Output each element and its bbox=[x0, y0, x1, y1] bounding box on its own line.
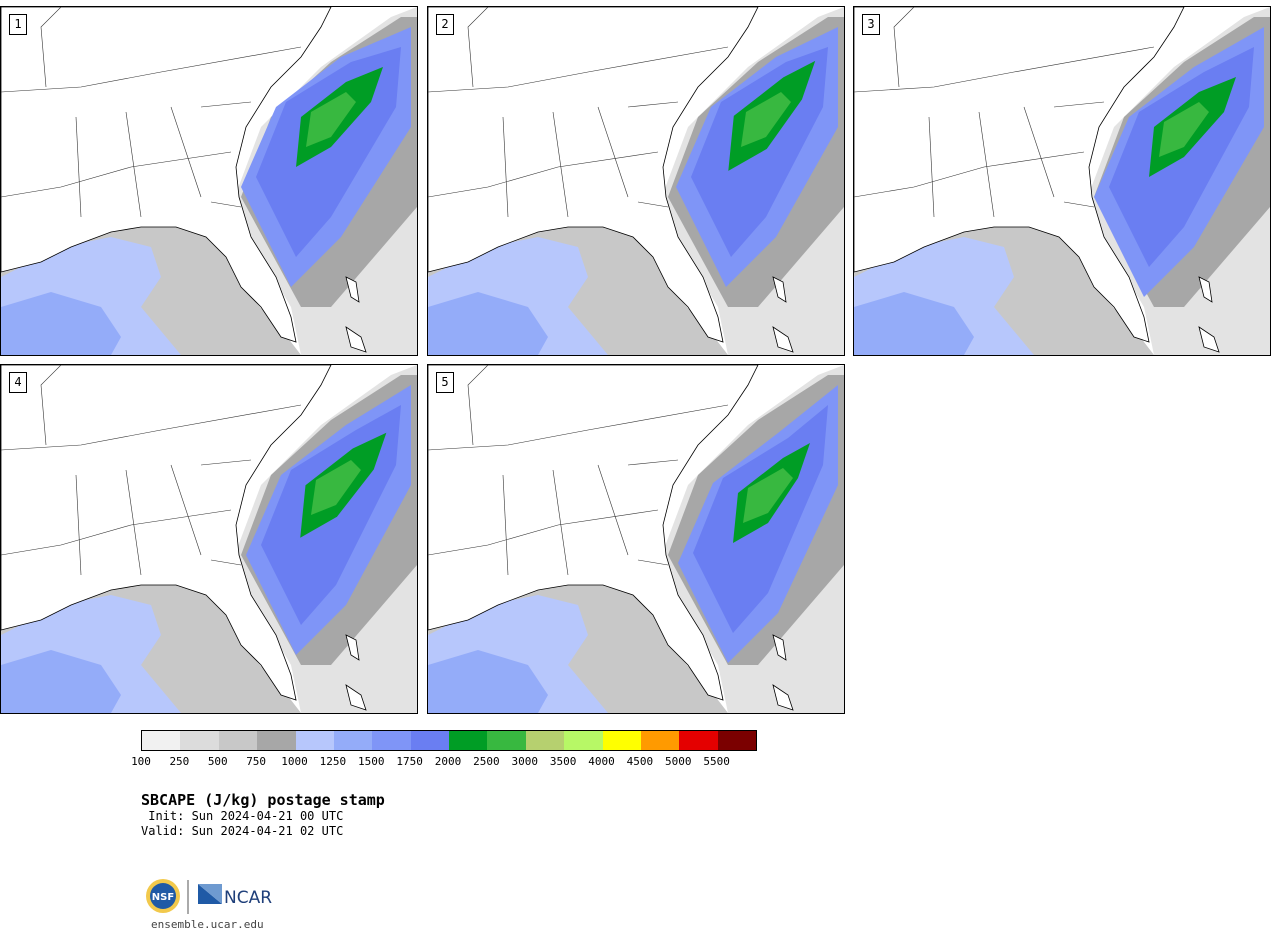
colorbar-tick-label: 100 bbox=[131, 755, 151, 768]
ensemble-member-panel-1: 1 bbox=[0, 6, 418, 356]
svg-text:NCAR: NCAR bbox=[224, 888, 272, 908]
svg-text:NSF: NSF bbox=[152, 892, 174, 903]
colorbar-tick-label: 1500 bbox=[358, 755, 385, 768]
colorbar-tick-label: 4000 bbox=[588, 755, 615, 768]
colorbar-swatch bbox=[333, 731, 373, 750]
colorbar-tick-label: 1250 bbox=[319, 755, 347, 768]
ensemble-member-panel-4: 4 bbox=[0, 364, 418, 714]
sponsor-logos: NSF NCAR bbox=[144, 876, 274, 918]
colorbar-swatch bbox=[679, 731, 718, 750]
colorbar-tick-label: 5000 bbox=[665, 755, 692, 768]
colorbar-tick-label: 2500 bbox=[473, 755, 500, 768]
ensemble-member-panel-5: 5 bbox=[427, 364, 845, 714]
nsf-logo-icon: NSF bbox=[146, 879, 180, 913]
colorbar-tick-label: 1750 bbox=[396, 755, 423, 768]
colorbar-tick-labels: 100 250 500 750 1000 1250 1500 1750 2000 2500 3000… bbox=[131, 755, 781, 769]
ensemble-member-panel-2: 2 bbox=[427, 6, 845, 356]
colorbar-tick-label: 3500 bbox=[549, 755, 577, 768]
colorbar-tick-label: 3000 bbox=[511, 755, 539, 768]
colorbar-swatch bbox=[525, 731, 565, 750]
ncar-logo-icon: NCAR bbox=[198, 884, 272, 908]
colorbar-tick-label: 2000 bbox=[434, 755, 462, 768]
site-url: ensemble.ucar.edu bbox=[151, 918, 264, 931]
cape-map bbox=[1, 365, 417, 713]
colorbar-swatch bbox=[410, 731, 449, 750]
colorbar-swatch bbox=[142, 731, 181, 750]
colorbar-swatch bbox=[180, 731, 219, 750]
colorbar-tick-label: 500 bbox=[207, 755, 228, 768]
cape-map bbox=[428, 7, 844, 355]
colorbar-tick-label: 4500 bbox=[626, 755, 654, 768]
colorbar-swatch bbox=[449, 731, 488, 750]
colorbar-swatch bbox=[295, 731, 334, 750]
cape-map bbox=[1, 7, 417, 355]
member-number-label: 4 bbox=[9, 372, 27, 393]
member-number-label: 1 bbox=[9, 14, 27, 35]
colorbar-swatch bbox=[372, 731, 411, 750]
colorbar-swatch bbox=[602, 731, 641, 750]
colorbar-swatch bbox=[717, 731, 756, 750]
ensemble-member-panel-3: 3 bbox=[853, 6, 1271, 356]
colorbar-swatch bbox=[640, 731, 680, 750]
colorbar-swatch bbox=[257, 731, 296, 750]
member-number-label: 2 bbox=[436, 14, 454, 35]
member-number-label: 3 bbox=[862, 14, 880, 35]
colorbar-swatch bbox=[487, 731, 526, 750]
figure-title: SBCAPE (J/kg) postage stamp bbox=[141, 791, 385, 809]
colorbar-tick-label: 5500 bbox=[703, 755, 730, 768]
colorbar-tick-label: 1000 bbox=[281, 755, 308, 768]
init-time: Init: Sun 2024-04-21 00 UTC bbox=[141, 809, 344, 823]
colorbar-swatch bbox=[218, 731, 258, 750]
colorbar bbox=[141, 730, 757, 751]
colorbar-swatch bbox=[564, 731, 603, 750]
colorbar-tick-label: 750 bbox=[246, 755, 267, 768]
cape-map bbox=[428, 365, 844, 713]
valid-time: Valid: Sun 2024-04-21 02 UTC bbox=[141, 824, 344, 838]
colorbar-tick-label: 250 bbox=[169, 755, 190, 768]
cape-map bbox=[854, 7, 1270, 355]
member-number-label: 5 bbox=[436, 372, 454, 393]
